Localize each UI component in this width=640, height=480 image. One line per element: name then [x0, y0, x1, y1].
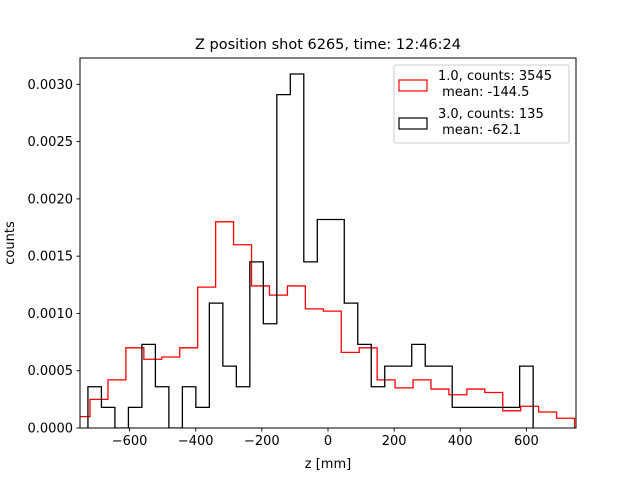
x-tick-label: 0 — [324, 434, 332, 449]
legend-swatch-series-1 — [398, 79, 428, 92]
y-tick-label: 0.0015 — [28, 250, 74, 265]
y-tick-label: 0.0005 — [28, 364, 74, 379]
x-tick-label: 200 — [382, 434, 407, 449]
series-1-histogram — [80, 221, 576, 428]
legend-label-series-1: 1.0, counts: 3545 — [438, 69, 552, 84]
y-tick-label: 0.0025 — [28, 135, 74, 150]
series-layer — [80, 73, 576, 428]
y-tick-label: 0.0030 — [28, 78, 74, 93]
x-tick-label: 600 — [514, 434, 539, 449]
x-axis-label: z [mm] — [305, 457, 351, 472]
y-tick-label: 0.0010 — [28, 307, 74, 322]
legend-label-series-1-mean: mean: -144.5 — [438, 85, 529, 100]
x-tick-label: −200 — [244, 434, 280, 449]
x-tick-label: −400 — [178, 434, 214, 449]
x-tick-label: 400 — [448, 434, 473, 449]
legend-label-series-2-mean: mean: -62.1 — [438, 123, 521, 138]
x-axis: −600 −400 −200 0 200 400 600 — [112, 428, 539, 449]
y-tick-label: 0.0000 — [28, 422, 74, 437]
legend: 1.0, counts: 3545 mean: -144.5 3.0, coun… — [393, 64, 570, 144]
y-axis-label: counts — [3, 221, 18, 265]
y-tick-label: 0.0020 — [28, 192, 74, 207]
y-axis: 0.0000 0.0005 0.0010 0.0015 0.0020 0.0025 0.00… — [28, 78, 80, 437]
legend-swatch-series-2 — [398, 117, 428, 130]
legend-label-series-2: 3.0, counts: 135 — [438, 107, 544, 122]
legend-box — [393, 64, 570, 144]
chart-title: Z position shot 6265, time: 12:46:24 — [195, 37, 461, 53]
series-2-histogram — [87, 73, 534, 428]
x-tick-label: −600 — [112, 434, 148, 449]
